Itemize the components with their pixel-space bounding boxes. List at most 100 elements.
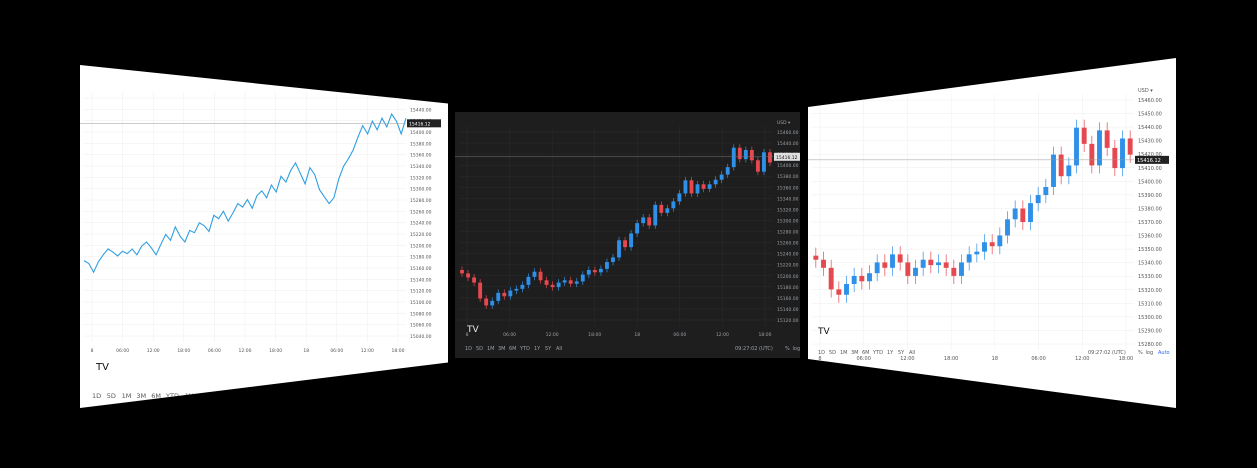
y-tick-label: 15360.00 xyxy=(410,153,432,159)
y-tick-label: 15180.00 xyxy=(777,285,799,291)
y-tick-label: 15120.00 xyxy=(777,318,799,324)
candle-body xyxy=(544,280,549,285)
candle-body xyxy=(959,262,964,276)
currency-label: USD ▾ xyxy=(410,86,424,92)
y-tick-label: 15380.00 xyxy=(777,174,799,180)
y-tick-label: 15390.00 xyxy=(1138,193,1162,199)
candle-body xyxy=(731,147,736,168)
candle-body xyxy=(813,255,819,260)
candle-body xyxy=(882,262,888,268)
y-tick-label: 15450.00 xyxy=(1138,112,1162,118)
x-tick-label: 18:00 xyxy=(177,348,190,354)
candle-body xyxy=(550,284,555,288)
x-tick-label: 18:00 xyxy=(269,348,282,354)
y-tick-label: 15440.00 xyxy=(777,141,799,147)
range-button-6m: 6M xyxy=(509,346,517,352)
candle-body xyxy=(1005,219,1010,236)
y-tick-label: 15300.00 xyxy=(410,187,432,193)
candle-body xyxy=(526,276,531,285)
y-tick-label: 15200.00 xyxy=(410,243,432,249)
last-price-label: 15416.12 xyxy=(1137,158,1161,164)
candle-body xyxy=(719,174,724,180)
candle-body xyxy=(1043,186,1049,196)
candle-body xyxy=(562,280,567,283)
candle-body xyxy=(725,167,730,175)
y-tick-label: 15460.00 xyxy=(410,96,432,102)
x-tick-label: 06:00 xyxy=(503,332,516,338)
candle-body xyxy=(502,292,507,297)
percent-toggle: % xyxy=(435,392,441,400)
y-tick-label: 15400.00 xyxy=(777,163,799,169)
tradingview-logo-icon: TV xyxy=(466,325,479,335)
candle-body xyxy=(1097,130,1102,166)
candle-body xyxy=(671,201,676,209)
range-button-3m: 3M xyxy=(136,392,146,400)
candle-body xyxy=(695,184,700,194)
y-tick-label: 15310.00 xyxy=(1138,301,1162,307)
candle-body xyxy=(1066,165,1072,177)
candle-body xyxy=(1081,127,1087,144)
candle-body xyxy=(867,273,872,282)
range-button-all: All xyxy=(214,392,222,400)
range-button-3m: 3M xyxy=(851,350,859,356)
y-tick-label: 15280.00 xyxy=(1138,342,1162,348)
candle-body xyxy=(743,150,748,160)
x-tick-label: 12:00 xyxy=(546,332,559,338)
candle-body xyxy=(762,152,766,172)
currency-label: USD ▾ xyxy=(1138,88,1153,94)
candle-body xyxy=(836,289,842,295)
y-tick-label: 15060.00 xyxy=(410,323,432,329)
x-tick-label: 18:00 xyxy=(759,332,772,338)
candle-body xyxy=(598,268,603,273)
candle-body xyxy=(665,208,670,213)
x-tick-label: 06:00 xyxy=(673,332,686,338)
candle-body xyxy=(635,223,640,234)
candle-body xyxy=(689,180,694,194)
candle-body xyxy=(466,273,470,278)
candle-body xyxy=(851,275,857,284)
y-tick-label: 15260.00 xyxy=(777,241,799,247)
candle-body xyxy=(707,184,712,189)
candle-body xyxy=(1120,138,1125,169)
y-tick-label: 15430.00 xyxy=(1138,139,1162,145)
candle-body xyxy=(1028,203,1033,222)
candle-body xyxy=(897,254,903,263)
candle-body xyxy=(828,267,834,290)
x-tick-label: 12:00 xyxy=(1075,356,1089,362)
range-button-ytd: YTD xyxy=(519,346,530,352)
candle-body xyxy=(974,251,980,255)
candle-body xyxy=(580,274,585,282)
candle-body xyxy=(520,284,525,289)
y-tick-label: 15080.00 xyxy=(410,311,432,317)
candle-body xyxy=(677,193,682,202)
y-tick-label: 15400.00 xyxy=(410,130,432,136)
y-tick-label: 15180.00 xyxy=(410,255,432,261)
x-tick-label: 18:00 xyxy=(1119,356,1133,362)
currency-label: USD ▾ xyxy=(777,120,791,126)
x-tick-label: 18:00 xyxy=(588,332,601,338)
candle-body xyxy=(1020,208,1026,222)
x-tick-label: 18:00 xyxy=(392,348,405,354)
range-button-5d: 5D xyxy=(107,392,116,400)
time-label: 09:27:02 (UTC) xyxy=(1088,350,1126,356)
plot-group: 15460.0015440.0015420.0015400.0015380.00… xyxy=(455,120,800,352)
candle-body xyxy=(1035,195,1041,204)
series-line xyxy=(83,112,407,274)
range-button-5y: 5Y xyxy=(898,350,905,356)
tradingview-logo-icon: TV xyxy=(95,362,109,373)
range-button-1y: 1Y xyxy=(887,350,894,356)
x-tick-label: 8 xyxy=(91,348,94,354)
candle-body xyxy=(532,271,537,277)
y-tick-label: 15300.00 xyxy=(1138,315,1162,321)
y-tick-label: 15370.00 xyxy=(1138,220,1162,226)
candle-body xyxy=(592,270,597,273)
y-tick-label: 15320.00 xyxy=(1138,288,1162,294)
y-tick-label: 15290.00 xyxy=(1138,328,1162,334)
y-tick-label: 15040.00 xyxy=(410,334,432,340)
candle-body xyxy=(508,290,513,297)
x-tick-label: 12:00 xyxy=(239,348,252,354)
candle-body xyxy=(928,259,934,266)
log-toggle: log xyxy=(793,346,801,352)
percent-toggle: % xyxy=(785,346,790,352)
candle-body xyxy=(496,292,501,301)
